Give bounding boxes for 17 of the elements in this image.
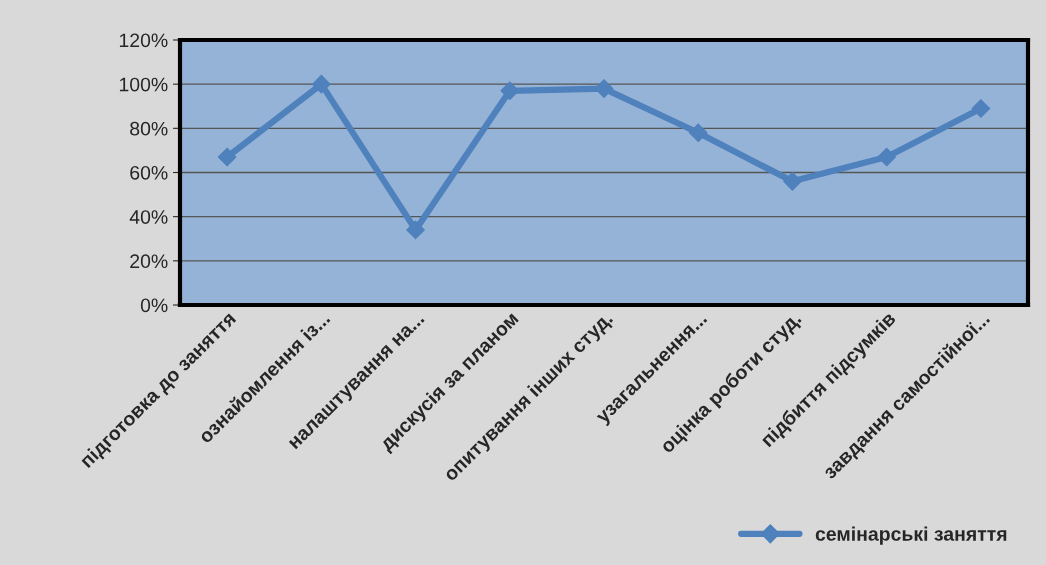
y-tick-label: 20% [130, 254, 168, 269]
y-tick-label: 100% [119, 77, 168, 92]
y-tick-label: 80% [130, 121, 168, 136]
y-tick-label: 120% [119, 33, 168, 48]
point [217, 147, 237, 167]
point [406, 220, 425, 240]
y-tick-label: 0% [140, 298, 168, 313]
point [688, 123, 708, 143]
point [877, 147, 897, 167]
point [500, 81, 520, 101]
legend-label: семінарські заняття [815, 526, 1007, 545]
point [783, 171, 802, 191]
point [971, 99, 991, 118]
point [311, 74, 331, 94]
point [594, 79, 614, 98]
y-tick-label: 40% [129, 210, 168, 224]
y-tick-label: 60% [130, 165, 168, 180]
